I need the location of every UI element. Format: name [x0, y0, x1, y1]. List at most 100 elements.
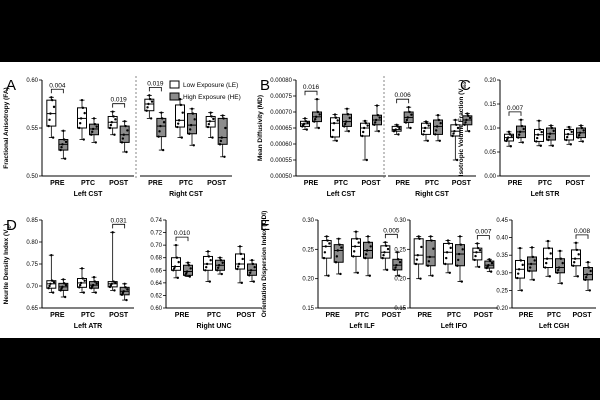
data-point	[521, 141, 524, 144]
data-point	[221, 114, 224, 117]
data-point	[530, 246, 534, 249]
data-point	[426, 139, 429, 142]
data-point	[113, 289, 116, 292]
y-tick-label: 0.20	[394, 277, 406, 283]
data-point	[322, 256, 326, 260]
data-point	[49, 112, 52, 115]
data-point	[581, 140, 584, 143]
data-point	[539, 144, 542, 147]
data-point	[317, 126, 320, 130]
data-point	[363, 119, 367, 123]
data-point	[362, 130, 365, 134]
y-tick-label: 0.20	[484, 78, 496, 84]
data-point	[398, 126, 401, 130]
data-point	[518, 133, 521, 136]
data-point	[545, 257, 549, 260]
data-point	[478, 249, 482, 252]
y-axis-label-D: Neurite Density Index (Vic)	[3, 224, 12, 305]
category-label-pre: PRE	[148, 180, 163, 187]
data-point	[217, 266, 220, 269]
data-point	[221, 261, 224, 264]
y-tick-label: 0.10	[484, 126, 496, 132]
data-point	[205, 262, 209, 266]
data-point	[365, 249, 369, 252]
data-point	[518, 130, 522, 134]
data-point	[429, 235, 432, 238]
data-point	[435, 129, 438, 132]
figure-canvas: A Fractional Anisotropy (FA) 0.50 0.55 0.60 L…	[0, 62, 600, 338]
data-point	[324, 245, 327, 248]
data-point	[374, 118, 378, 122]
category-label-ptc: PTC	[81, 312, 95, 319]
data-point	[157, 135, 160, 138]
data-point	[332, 122, 336, 125]
y-tick-label: 0.00050	[270, 174, 292, 180]
data-point	[397, 258, 400, 261]
data-point	[588, 289, 591, 292]
box-high	[583, 267, 593, 281]
y-tick-label: 0.45	[496, 218, 508, 224]
data-point	[313, 120, 316, 123]
data-point	[397, 274, 401, 277]
data-point	[331, 135, 334, 139]
data-point	[79, 122, 82, 125]
category-label-pre: PRE	[395, 180, 410, 187]
data-point	[547, 138, 550, 142]
data-point	[367, 241, 371, 244]
data-point	[109, 123, 113, 127]
data-point	[384, 241, 387, 244]
data-point	[456, 264, 459, 267]
data-point	[353, 250, 356, 253]
data-point	[405, 118, 409, 122]
data-point	[347, 130, 350, 133]
group-label-left-atr: Left ATR	[74, 323, 102, 330]
data-point	[355, 237, 359, 240]
data-point	[149, 117, 153, 120]
data-point	[506, 138, 509, 141]
data-point	[570, 130, 573, 134]
data-point	[522, 127, 525, 131]
data-point	[191, 112, 195, 115]
data-point	[545, 261, 548, 265]
data-point	[81, 106, 85, 110]
data-point	[51, 136, 55, 139]
data-point	[303, 117, 307, 120]
data-point	[240, 281, 243, 285]
data-point	[91, 130, 94, 134]
data-point	[517, 136, 520, 139]
data-point	[365, 253, 368, 256]
data-point	[112, 115, 115, 118]
data-point	[61, 143, 64, 146]
box-high	[555, 258, 565, 274]
data-point	[187, 264, 191, 267]
data-point	[83, 279, 86, 282]
category-label-ptc: PTC	[81, 180, 95, 187]
data-point	[410, 113, 413, 116]
data-point	[473, 258, 476, 262]
data-point	[549, 124, 553, 127]
data-point	[189, 128, 192, 131]
data-point	[186, 261, 190, 264]
data-point	[589, 269, 592, 273]
data-point	[567, 125, 571, 129]
data-point	[177, 119, 181, 122]
data-point	[374, 121, 377, 124]
data-point	[52, 105, 56, 109]
p-value-label: 0.016	[303, 84, 320, 91]
data-point	[548, 135, 551, 139]
data-point	[95, 125, 98, 128]
category-label-ptc: PTC	[179, 180, 193, 187]
category-label-pre: PRE	[175, 312, 190, 319]
data-point	[346, 113, 350, 116]
data-point	[92, 117, 96, 120]
box-low	[235, 253, 245, 270]
y-tick-label: 0.20	[496, 306, 508, 312]
y-tick-label: 0.70	[150, 243, 162, 249]
data-point	[490, 261, 494, 265]
data-point	[336, 119, 339, 122]
panel-letter-C: C	[460, 77, 471, 94]
data-point	[548, 275, 551, 278]
legend-swatch-high	[169, 92, 180, 101]
data-point	[561, 261, 564, 265]
data-point	[63, 157, 67, 160]
